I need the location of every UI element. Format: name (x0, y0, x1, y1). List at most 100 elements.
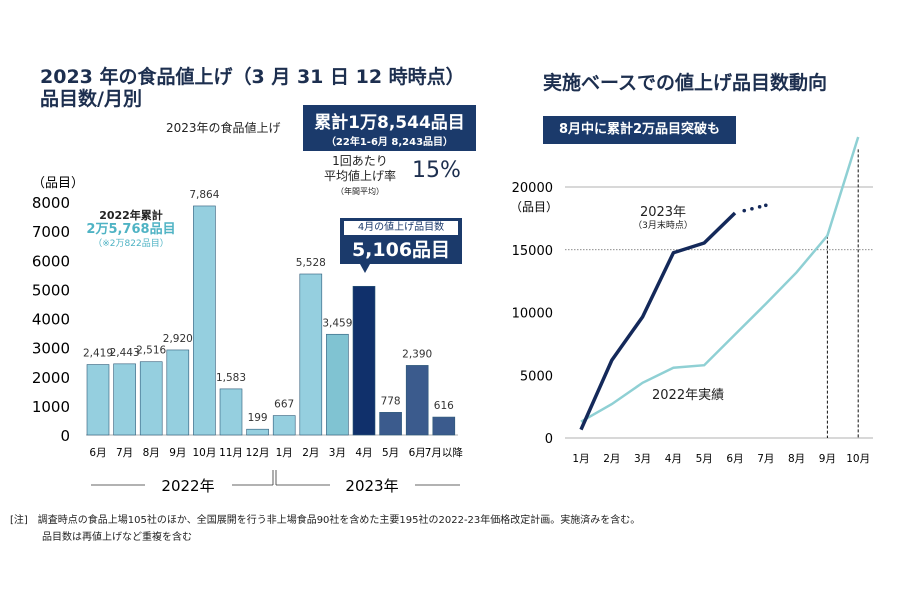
line-y-axis-label: （品目） (510, 200, 558, 214)
line-x-tick: 5月 (696, 453, 713, 465)
right-title: 実施ベースでの値上げ品目数動向 (543, 72, 828, 94)
bar-y-tick: 1000 (32, 398, 70, 416)
bar-data-label: 616 (434, 400, 454, 412)
line-y-tick: 5000 (520, 369, 553, 384)
bar-chart: （品目） 0 1000 2000 3000 4000 5000 6000 7000 8000 2,4… (32, 176, 464, 459)
total-2022-value: 2万5,768品目 (86, 222, 176, 237)
bar-y-axis-label: （品目） (32, 176, 84, 191)
bar-10 (352, 285, 376, 436)
bar-data-label: 2,920 (163, 333, 193, 345)
avg-rate-value: 15% (412, 158, 461, 183)
line-x-tick: 6月 (726, 453, 743, 465)
avg-rate-note: （年間平均） (336, 187, 384, 196)
bar-8 (299, 273, 323, 436)
bar-11 (379, 412, 402, 436)
bar-y-tick: 2000 (32, 369, 70, 387)
left-title-line1: 2023 年の食品値上げ（3 月 31 日 12 時時点） (40, 66, 465, 88)
bar-2 (139, 361, 163, 436)
bar-x-tick: 9月 (169, 447, 186, 459)
bar-x-tick: 6月 (89, 447, 106, 459)
series-2023-projection-dot (750, 206, 754, 211)
bar-data-label: 7,864 (189, 189, 219, 201)
bar-x-tick: 1月 (276, 447, 293, 459)
left-title-line2: 品目数/月別 (40, 88, 142, 110)
total-2022-note: （※2万822品目） (93, 239, 169, 249)
line-x-tick: 2月 (603, 453, 620, 465)
total-2023-box: 累計1万8,544品目 （22年1-6月 8,243品目） (303, 105, 476, 151)
april-box: 4月の値上げ品目数 5,106品目 (340, 218, 462, 264)
bar-12 (405, 365, 429, 436)
total-2023-sub: （22年1-6月 8,243品目） (325, 137, 454, 148)
bar-y-tick: 7000 (32, 223, 70, 241)
line-x-tick: 1月 (572, 453, 589, 465)
bar-x-tick: 8月 (143, 447, 160, 459)
bar-x-tick: 10月 (192, 447, 216, 459)
series-2022-line (580, 136, 860, 423)
label-2023-total: 2023年の食品値上げ (166, 121, 281, 135)
bar-x-tick: 6月 (409, 447, 426, 459)
line-x-tick: 8月 (788, 453, 805, 465)
bar-x-tick: 4月 (355, 447, 372, 459)
bar-7 (272, 415, 296, 436)
total-2023-value: 累計1万8,544品目 (314, 113, 465, 133)
line-y-tick: 20000 (512, 181, 553, 196)
bar-4 (193, 205, 216, 436)
bar-x-tick: 2月 (302, 447, 319, 459)
bar-data-label: 2,419 (83, 348, 113, 360)
series-2023-projection-dot (742, 208, 747, 213)
bar-0 (86, 364, 110, 436)
year-group-2022: 2022年 (161, 477, 214, 495)
bar-y-tick: 3000 (32, 340, 70, 358)
avg-rate-label: 1回あたり 平均値上げ率 （年間平均） (315, 154, 405, 199)
bar-data-label: 2,516 (136, 345, 166, 357)
series-2023-projection-dot (757, 205, 762, 209)
bar-y-tick: 4000 (32, 311, 70, 329)
bar-data-label: 667 (274, 399, 294, 411)
bar-data-label: 199 (248, 412, 268, 424)
line-y-tick: 10000 (512, 307, 553, 322)
footnote-line1: [注] 調査時点の食品上場105社のほか、全国展開を行う非上場食品90社を含めた… (10, 515, 641, 526)
series-2023-projection-dot (764, 203, 768, 208)
april-pointer-icon (360, 264, 370, 273)
avg-rate-label-2: 平均値上げ率 (323, 169, 396, 183)
line-x-tick: 9月 (819, 453, 836, 465)
series-2023-line (579, 211, 737, 431)
bar-y-tick: 6000 (32, 252, 70, 270)
bar-x-tick: 5月 (382, 447, 399, 459)
bar-3 (166, 349, 190, 436)
avg-rate-label-1: 1回あたり (332, 154, 388, 168)
bar-data-label: 778 (381, 395, 401, 407)
line-y-tick: 0 (545, 432, 553, 447)
bar-data-label: 5,528 (296, 257, 326, 269)
total-2022-annotation: 2022年累計 2万5,768品目 （※2万822品目） (86, 209, 176, 251)
bar-1 (113, 363, 136, 436)
bar-x-tick: 12月 (246, 447, 270, 459)
bar-9 (326, 333, 349, 436)
label-2022-series: 2022年実績 (652, 388, 725, 403)
line-x-tick: 4月 (665, 453, 682, 465)
year-group-2023: 2023年 (345, 477, 398, 495)
bar-y-tick: 5000 (32, 281, 70, 299)
line-x-tick: 3月 (634, 453, 651, 465)
bar-y-tick: 0 (60, 427, 70, 445)
label-2023-note: （3月末時点） (633, 221, 693, 231)
bar-x-tick: 3月 (329, 447, 346, 459)
line-x-tick: 10月 (846, 453, 870, 465)
bar-data-label: 3,459 (322, 317, 352, 329)
footnote-line2: 品目数は再値上げなど重複を含む (42, 532, 192, 543)
bar-6 (246, 428, 269, 436)
line-y-tick: 15000 (512, 244, 553, 259)
april-box-label: 4月の値上げ品目数 (344, 221, 458, 235)
bar-data-label: 2,443 (110, 347, 140, 359)
right-banner: 8月中に累計2万品目突破も (543, 116, 736, 144)
total-2022-label: 2022年累計 (99, 209, 163, 222)
bar-5 (219, 388, 243, 436)
bar-y-tick: 8000 (32, 194, 70, 212)
line-x-tick: 7月 (757, 453, 774, 465)
line-chart: （品目） 0 5000 10000 15000 20000 1月 2月 3月 4月 5月 6月 7月 8月… (510, 136, 873, 465)
bar-x-tick: 11月 (219, 447, 243, 459)
april-box-value: 5,106品目 (351, 239, 451, 261)
label-2023-series: 2023年 (639, 205, 687, 220)
